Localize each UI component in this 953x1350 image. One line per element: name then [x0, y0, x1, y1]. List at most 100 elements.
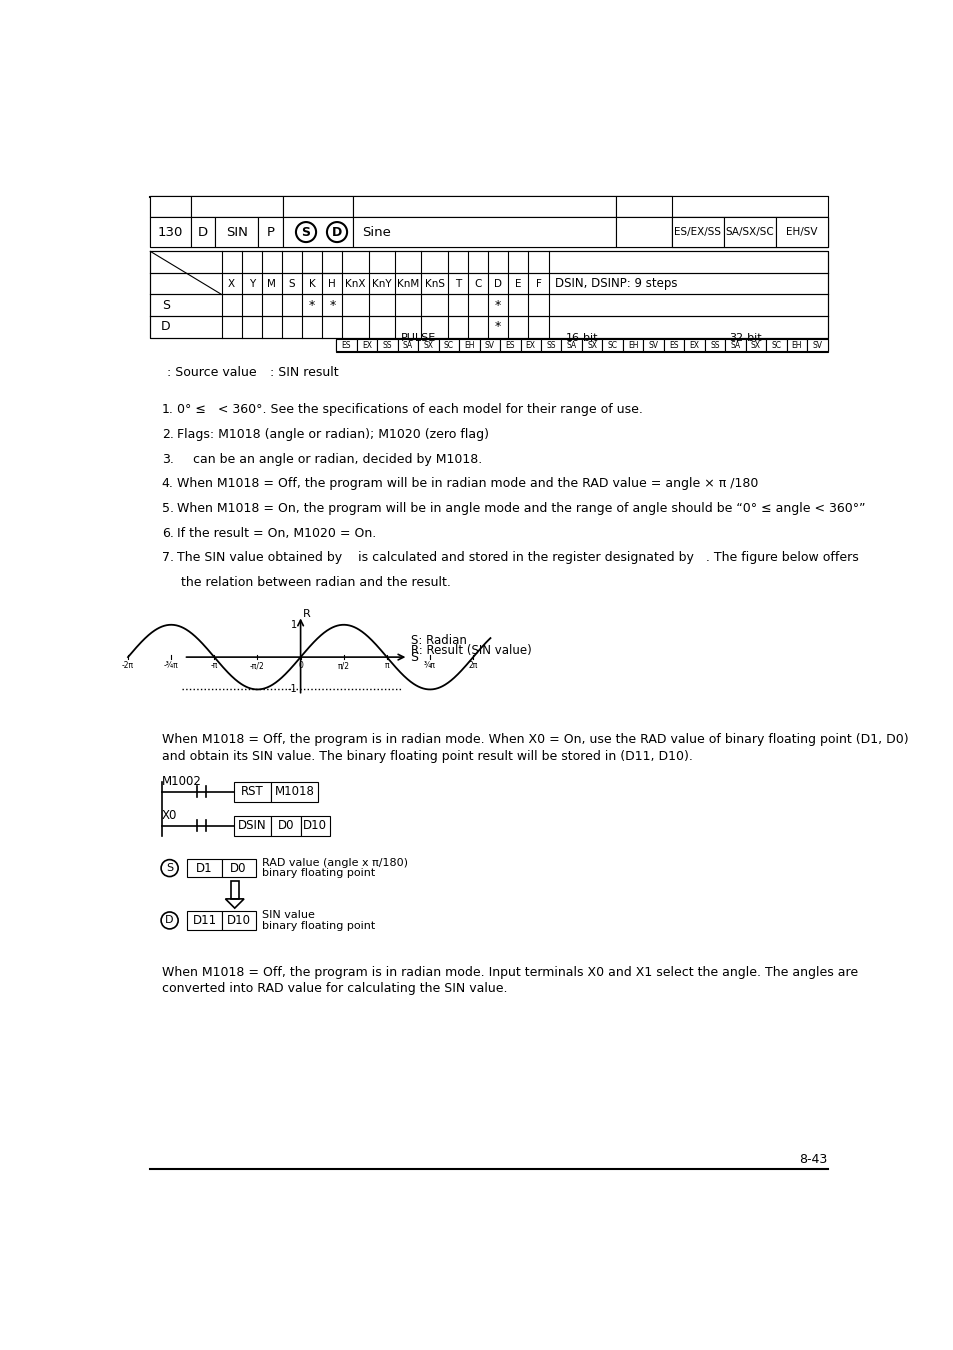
Text: D: D	[494, 278, 501, 289]
FancyBboxPatch shape	[499, 339, 520, 351]
Text: D: D	[161, 320, 171, 333]
FancyBboxPatch shape	[775, 217, 827, 247]
FancyBboxPatch shape	[438, 339, 458, 351]
Text: 4.: 4.	[162, 478, 173, 490]
Text: When M1018 = On, the program will be in angle mode and the range of angle should: When M1018 = On, the program will be in …	[177, 502, 865, 514]
Text: R: Result (SIN value): R: Result (SIN value)	[411, 644, 532, 657]
Text: : Source value: : Source value	[167, 366, 256, 379]
Text: SS: SS	[546, 340, 556, 350]
FancyBboxPatch shape	[488, 316, 508, 338]
Text: SX: SX	[750, 340, 760, 350]
Text: SA: SA	[730, 340, 740, 350]
FancyBboxPatch shape	[300, 815, 330, 836]
Text: -¾π: -¾π	[164, 662, 178, 670]
Text: SIN value: SIN value	[261, 910, 314, 921]
Text: D1: D1	[196, 861, 213, 875]
Text: -π/2: -π/2	[250, 662, 265, 670]
Text: S: S	[166, 863, 173, 873]
Text: SC: SC	[771, 340, 781, 350]
Text: SIN: SIN	[226, 225, 248, 239]
Text: Flags: M1018 (angle or radian); M1020 (zero flag): Flags: M1018 (angle or radian); M1020 (z…	[177, 428, 489, 441]
Text: M1002: M1002	[162, 775, 201, 788]
Text: can be an angle or radian, decided by M1018.: can be an angle or radian, decided by M1…	[177, 452, 482, 466]
Text: 8-43: 8-43	[799, 1153, 827, 1165]
Text: *: *	[495, 298, 501, 312]
Text: 130: 130	[157, 225, 183, 239]
Text: 0° ≤   < 360°. See the specifications of each model for their range of use.: 0° ≤ < 360°. See the specifications of e…	[177, 404, 642, 416]
Text: KnY: KnY	[372, 278, 392, 289]
FancyBboxPatch shape	[520, 339, 540, 351]
Text: 6.: 6.	[162, 526, 173, 540]
FancyBboxPatch shape	[215, 217, 257, 247]
Text: Sine: Sine	[361, 225, 391, 239]
Text: EH: EH	[627, 340, 638, 350]
FancyBboxPatch shape	[765, 339, 786, 351]
Text: 32-bit: 32-bit	[729, 333, 761, 343]
Text: D: D	[197, 225, 208, 239]
Text: DSIN: DSIN	[238, 819, 267, 832]
Text: SA: SA	[566, 340, 577, 350]
Text: E: E	[515, 278, 521, 289]
Text: T: T	[455, 278, 460, 289]
Text: EX: EX	[689, 340, 699, 350]
FancyBboxPatch shape	[417, 339, 438, 351]
Text: D10: D10	[227, 914, 251, 927]
Text: S: S	[162, 298, 170, 312]
FancyBboxPatch shape	[322, 294, 342, 316]
FancyBboxPatch shape	[479, 339, 499, 351]
FancyBboxPatch shape	[671, 217, 827, 247]
Text: ES: ES	[341, 340, 351, 350]
FancyBboxPatch shape	[282, 196, 353, 217]
FancyBboxPatch shape	[671, 217, 723, 247]
Text: K: K	[309, 278, 315, 289]
FancyBboxPatch shape	[233, 782, 271, 802]
FancyBboxPatch shape	[356, 339, 376, 351]
Text: EX: EX	[361, 340, 372, 350]
FancyBboxPatch shape	[663, 339, 683, 351]
FancyBboxPatch shape	[271, 782, 317, 802]
FancyBboxPatch shape	[723, 217, 775, 247]
FancyBboxPatch shape	[499, 339, 663, 352]
FancyBboxPatch shape	[683, 339, 704, 351]
Text: EX: EX	[525, 340, 536, 350]
Text: 2.: 2.	[162, 428, 173, 441]
Text: EH: EH	[791, 340, 801, 350]
FancyBboxPatch shape	[233, 815, 271, 836]
Text: 0: 0	[298, 662, 303, 670]
Text: SX: SX	[586, 340, 597, 350]
Text: EH: EH	[463, 340, 474, 350]
Text: binary floating point: binary floating point	[261, 921, 375, 931]
Text: SV: SV	[484, 340, 495, 350]
FancyBboxPatch shape	[302, 294, 322, 316]
Text: 1.: 1.	[162, 404, 173, 416]
Text: D11: D11	[193, 914, 216, 927]
Text: ES: ES	[505, 340, 515, 350]
FancyBboxPatch shape	[724, 339, 745, 351]
Text: 3.: 3.	[162, 452, 173, 466]
FancyBboxPatch shape	[622, 339, 642, 351]
FancyBboxPatch shape	[150, 196, 191, 217]
Text: ES/EX/SS: ES/EX/SS	[674, 227, 720, 238]
Text: F: F	[535, 278, 541, 289]
Text: S: S	[289, 278, 295, 289]
Text: the relation between radian and the result.: the relation between radian and the resu…	[181, 576, 451, 589]
Text: SA: SA	[402, 340, 413, 350]
Text: DSIN, DSINP: 9 steps: DSIN, DSINP: 9 steps	[555, 277, 677, 290]
Text: π: π	[384, 662, 389, 670]
Text: S: Radian: S: Radian	[411, 633, 467, 647]
Text: If the result = On, M1020 = On.: If the result = On, M1020 = On.	[177, 526, 376, 540]
FancyBboxPatch shape	[150, 251, 827, 338]
Text: EH/SV: EH/SV	[785, 227, 817, 238]
Text: S: S	[301, 225, 310, 239]
Text: SX: SX	[423, 340, 433, 350]
Text: converted into RAD value for calculating the SIN value.: converted into RAD value for calculating…	[162, 983, 507, 995]
Text: -2π: -2π	[122, 662, 134, 670]
Text: D0: D0	[230, 861, 247, 875]
FancyBboxPatch shape	[540, 339, 561, 351]
Text: RST: RST	[241, 786, 264, 798]
FancyBboxPatch shape	[191, 196, 282, 217]
FancyBboxPatch shape	[353, 196, 616, 217]
FancyBboxPatch shape	[150, 217, 827, 247]
Text: KnM: KnM	[396, 278, 419, 289]
FancyBboxPatch shape	[806, 339, 827, 351]
